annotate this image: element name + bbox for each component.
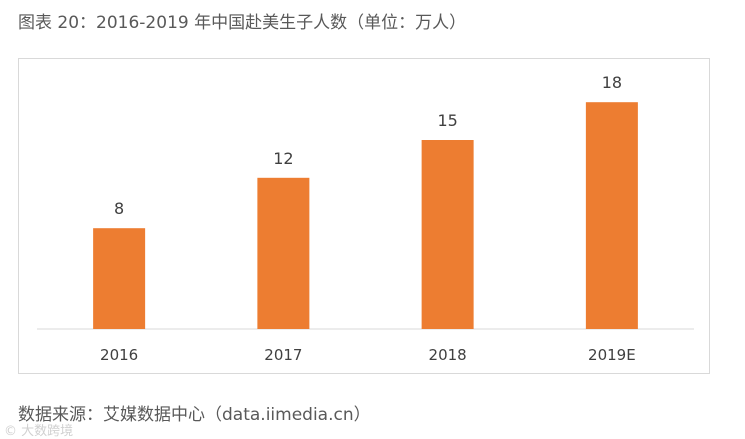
data-label-2017: 12 bbox=[273, 149, 293, 168]
bar-2019E bbox=[585, 102, 638, 329]
source-note: 数据来源：艾媒数据中心（data.iimedia.cn） bbox=[18, 405, 371, 425]
x-tick-label-2016: 2016 bbox=[100, 346, 138, 364]
x-tick-label-2019E: 2019E bbox=[588, 346, 636, 364]
chart-frame: 8 2016 12 2017 15 2018 18 2019E bbox=[18, 58, 710, 374]
bar-chart: 8 2016 12 2017 15 2018 18 2019E bbox=[37, 73, 694, 364]
data-label-2018: 15 bbox=[437, 111, 457, 130]
bar-2018 bbox=[421, 140, 474, 329]
bar-2017 bbox=[257, 177, 310, 329]
data-label-2016: 8 bbox=[114, 199, 124, 218]
watermark-logo: © 大数跨境 bbox=[4, 424, 74, 439]
chart-title: 图表 20：2016-2019 年中国赴美生子人数（单位：万人） bbox=[18, 13, 467, 33]
bar-2016 bbox=[93, 228, 146, 329]
data-label-2019E: 18 bbox=[602, 73, 622, 92]
x-tick-label-2018: 2018 bbox=[429, 346, 467, 364]
x-tick-label-2017: 2017 bbox=[264, 346, 302, 364]
